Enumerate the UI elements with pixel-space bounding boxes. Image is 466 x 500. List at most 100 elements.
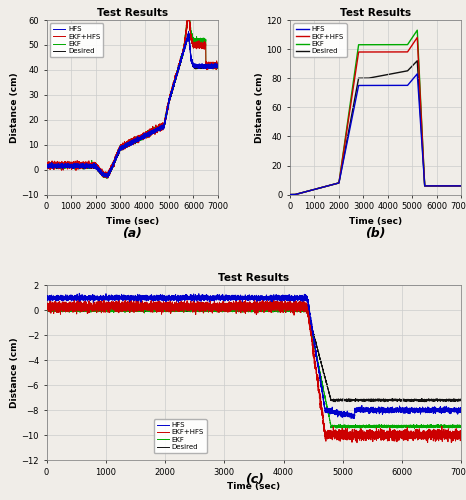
EKF [187, 305, 192, 311]
Y-axis label: Distance (cm): Distance (cm) [10, 338, 19, 408]
EKF [152, 308, 158, 314]
EKF [296, 190, 302, 196]
EKF [44, 308, 49, 314]
HFS [76, 290, 82, 296]
Legend: HFS, EKF+HFS, EKF, Desired: HFS, EKF+HFS, EKF, Desired [154, 420, 207, 453]
EKF+HFS [105, 175, 111, 181]
Title: Test Results: Test Results [97, 8, 168, 18]
HFS [332, 181, 338, 187]
Desired [324, 384, 330, 390]
Line: EKF: EKF [47, 6, 218, 178]
EKF+HFS [112, 157, 117, 163]
Desired [127, 141, 132, 147]
HFS [160, 124, 165, 130]
EKF [332, 181, 338, 187]
EKF+HFS [44, 161, 49, 167]
Line: EKF+HFS: EKF+HFS [47, 10, 218, 178]
EKF [403, 42, 409, 48]
EKF [414, 27, 420, 33]
HFS [112, 159, 117, 165]
HFS [53, 163, 58, 169]
EKF+HFS [89, 161, 94, 167]
Desired [287, 192, 293, 198]
Desired [185, 30, 191, 36]
EKF+HFS [160, 124, 165, 130]
HFS [403, 82, 409, 88]
Y-axis label: Distance (cm): Distance (cm) [10, 72, 19, 142]
Line: HFS: HFS [290, 74, 461, 194]
Desired [370, 74, 376, 80]
HFS [44, 162, 49, 168]
Desired [332, 399, 338, 405]
EKF+HFS [245, 308, 250, 314]
HFS [152, 294, 158, 300]
Desired [215, 64, 221, 70]
EKF [186, 4, 192, 10]
EKF+HFS [324, 434, 330, 440]
Desired [414, 58, 420, 64]
HFS [209, 294, 214, 300]
Desired [44, 162, 49, 168]
EKF [324, 406, 330, 411]
HFS [459, 408, 464, 414]
Desired [245, 308, 250, 314]
Desired [53, 164, 58, 170]
EKF+HFS [200, 300, 206, 306]
HFS [127, 142, 132, 148]
EKF [459, 424, 464, 430]
EKF+HFS [403, 49, 409, 55]
EKF [89, 164, 94, 170]
EKF [127, 141, 132, 147]
HFS [186, 28, 192, 34]
HFS [66, 294, 71, 300]
Desired [109, 166, 114, 172]
EKF+HFS [53, 163, 58, 169]
Line: Desired: Desired [47, 34, 218, 178]
Line: EKF: EKF [47, 308, 461, 428]
HFS [459, 183, 464, 189]
EKF+HFS [215, 62, 221, 68]
Desired [200, 308, 206, 314]
EKF+HFS [287, 192, 293, 198]
EKF+HFS [185, 8, 191, 14]
Desired [403, 68, 409, 74]
X-axis label: Time (sec): Time (sec) [227, 482, 281, 491]
Line: Desired: Desired [290, 60, 461, 194]
HFS [245, 297, 250, 303]
Y-axis label: Distance (cm): Distance (cm) [255, 72, 264, 142]
EKF+HFS [109, 165, 114, 171]
HFS [215, 63, 221, 69]
Desired [209, 308, 214, 314]
EKF [370, 42, 376, 48]
HFS [324, 408, 330, 414]
Legend: HFS, EKF+HFS, EKF, Desired: HFS, EKF+HFS, EKF, Desired [50, 24, 103, 57]
EKF [412, 426, 418, 432]
HFS [109, 166, 114, 172]
HFS [352, 102, 357, 107]
HFS [355, 84, 361, 90]
EKF+HFS [209, 303, 214, 309]
Desired [352, 96, 357, 102]
Desired [66, 307, 71, 313]
EKF [109, 166, 114, 172]
EKF [160, 123, 165, 129]
Title: Test Results: Test Results [219, 273, 289, 283]
EKF+HFS [459, 183, 464, 189]
EKF+HFS [414, 34, 420, 40]
EKF+HFS [44, 302, 49, 308]
HFS [370, 82, 376, 88]
Text: (b): (b) [365, 226, 386, 239]
EKF+HFS [296, 190, 302, 196]
HFS [105, 174, 110, 180]
Desired [459, 396, 464, 402]
Legend: HFS, EKF+HFS, EKF, Desired: HFS, EKF+HFS, EKF, Desired [294, 24, 347, 57]
EKF [215, 65, 221, 71]
HFS [287, 192, 293, 198]
EKF+HFS [167, 296, 173, 302]
EKF [200, 308, 206, 314]
Desired [332, 181, 338, 187]
EKF [287, 192, 293, 198]
X-axis label: Time (sec): Time (sec) [106, 217, 159, 226]
EKF+HFS [127, 144, 132, 150]
EKF+HFS [332, 181, 338, 187]
